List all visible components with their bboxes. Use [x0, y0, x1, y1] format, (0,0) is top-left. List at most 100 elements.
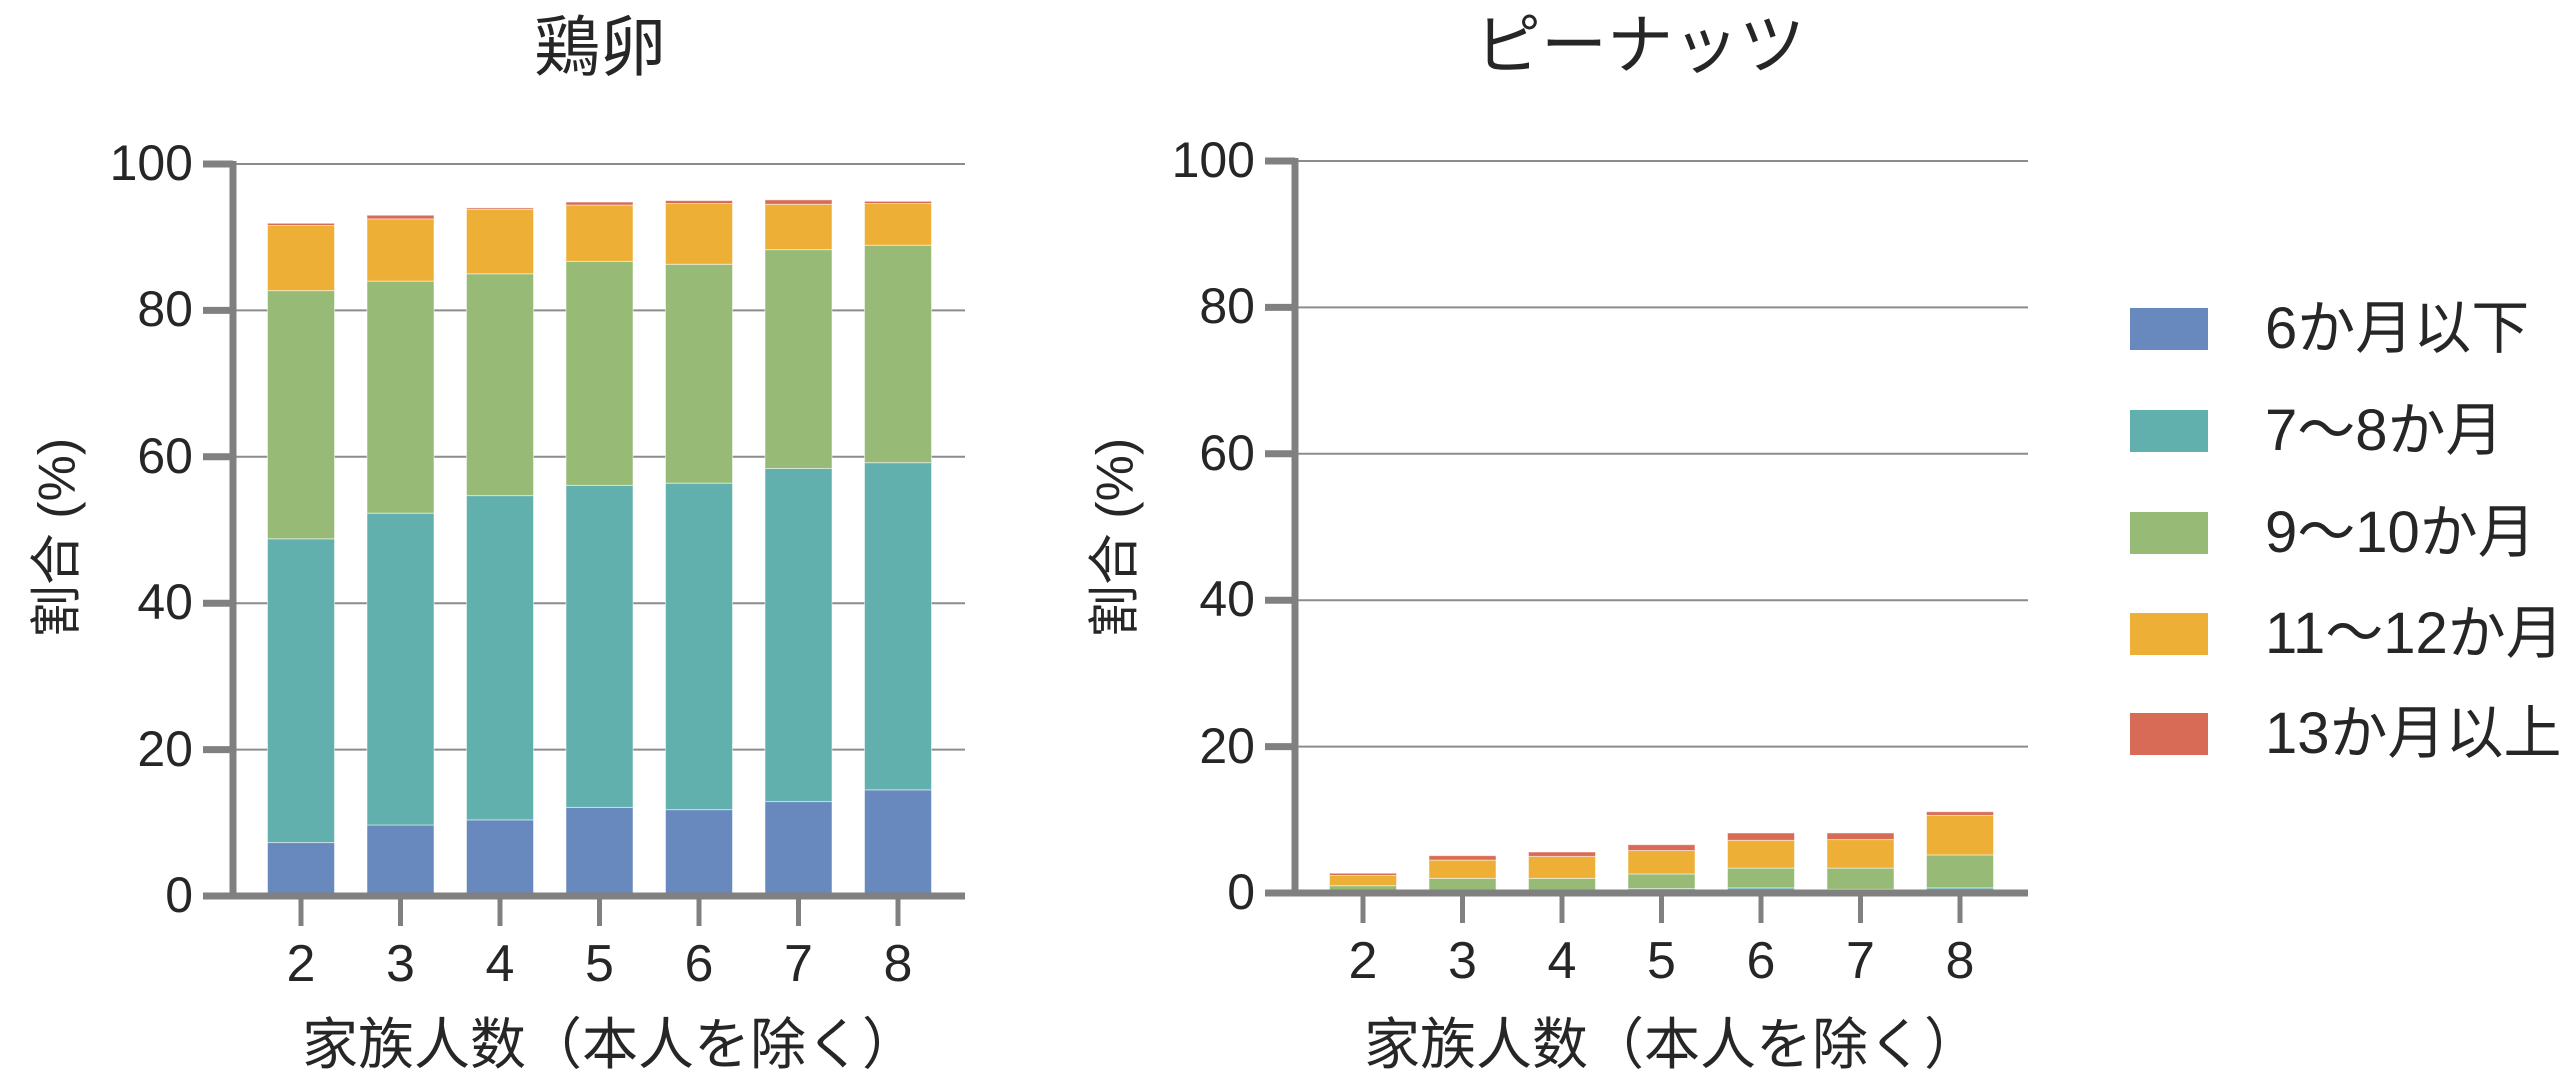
bar-segment [665, 200, 733, 205]
bar-segment [764, 199, 833, 205]
legend-label: 9～10か月 [2265, 500, 2536, 565]
bar-segment [1727, 867, 1795, 889]
legend-label: 6か月以下 [2265, 296, 2530, 361]
y-tick-label: 0 [1227, 864, 1255, 920]
legend-swatch-9-10m [2130, 512, 2208, 554]
x-tick-label: 6 [1746, 932, 1776, 990]
bar-segment [267, 290, 335, 540]
bar-segment [1926, 854, 1994, 889]
bar-segment [1627, 844, 1696, 852]
legend-item: 7～8か月 [2130, 398, 2570, 463]
x-tick-label: 6 [684, 935, 714, 993]
x-tick-label: 4 [485, 935, 515, 993]
bar-segment [864, 200, 932, 205]
bar-segment [764, 801, 833, 897]
bar-segment [466, 819, 534, 897]
bar-segment [1428, 859, 1497, 879]
bar-segment [1627, 850, 1696, 875]
bar-segment [366, 218, 435, 282]
x-axis-label: 家族人数（本人を除く） [1364, 1013, 1980, 1076]
x-tick-label: 5 [1647, 932, 1676, 990]
y-tick-label: 80 [137, 281, 193, 338]
x-tick-label: 3 [1448, 932, 1477, 990]
bar-segment [764, 249, 833, 470]
legend-item: 11～12か月 [2130, 601, 2570, 666]
bar-segment [665, 482, 733, 811]
bar-segment [565, 201, 634, 206]
x-tick-label: 7 [1846, 932, 1875, 990]
legend-swatch-13m-or-more [2130, 713, 2208, 755]
bar-segment [466, 207, 534, 210]
bar-segment [466, 208, 534, 275]
bar-segment [1826, 867, 1895, 890]
bar-segment [466, 273, 534, 497]
bar-segment [864, 203, 932, 246]
legend-label: 13か月以上 [2265, 701, 2562, 766]
x-tick-label: 4 [1547, 932, 1577, 990]
plot-area [203, 160, 965, 926]
plot-area [1265, 157, 2028, 923]
bar-segment [864, 244, 932, 464]
bar-segment [565, 204, 634, 262]
bar-segment [565, 484, 634, 808]
bar-segment [665, 203, 733, 265]
y-tick-label: 100 [1171, 132, 1255, 188]
bar-segment [1627, 873, 1696, 890]
y-tick-label: 20 [1199, 717, 1255, 774]
x-tick-label: 3 [386, 935, 415, 993]
bar-segment [764, 203, 833, 251]
bar-segment [1926, 814, 1994, 856]
y-tick-label: 60 [137, 427, 193, 484]
bar-segment [665, 809, 733, 897]
legend-item: 9～10か月 [2130, 500, 2570, 565]
y-tick-label: 20 [137, 720, 193, 777]
legend-swatch-7-8m [2130, 410, 2208, 452]
y-tick-label: 0 [165, 867, 193, 923]
x-tick-label: 5 [585, 935, 614, 993]
bar-segment [864, 789, 932, 897]
bar-segment [1428, 855, 1497, 861]
bar-segment [267, 224, 335, 292]
y-tick-label: 80 [1199, 278, 1255, 335]
y-tick-label: 100 [109, 135, 193, 191]
x-tick-label: 8 [883, 935, 913, 993]
bar-segment [1727, 832, 1795, 841]
legend-swatch-11-12m [2130, 613, 2208, 655]
x-tick-label: 2 [1348, 932, 1378, 990]
legend-label: 7～8か月 [2265, 398, 2504, 463]
bar-segment [1926, 811, 1994, 816]
bar-segment [1329, 874, 1397, 887]
bar-segment [1727, 839, 1795, 869]
bar-segment [366, 824, 435, 897]
y-tick-label: 40 [1199, 571, 1255, 628]
bar-segment [366, 280, 435, 514]
x-tick-label: 8 [1945, 932, 1975, 990]
bar-segment [466, 495, 534, 821]
x-axis-label: 家族人数（本人を除く） [302, 1013, 918, 1076]
bar-segment [1329, 872, 1397, 876]
legend-item: 6か月以下 [2130, 296, 2570, 361]
legend-swatch-6m-or-less [2130, 308, 2208, 350]
chart-title: ピーナッツ [1475, 8, 1805, 82]
bar-segment [764, 468, 833, 803]
legend-item: 13か月以上 [2130, 701, 2570, 766]
bar-segment [267, 842, 335, 897]
bar-segment [665, 263, 733, 484]
chart-title: 鶏卵 [534, 10, 666, 84]
legend-label: 11～12か月 [2265, 601, 2564, 666]
bar-segment [864, 462, 932, 791]
bar-segment [1826, 839, 1895, 869]
x-tick-label: 2 [286, 935, 316, 993]
bar-segment [1528, 851, 1596, 857]
bar-segment [366, 512, 435, 826]
bar-segment [565, 806, 634, 897]
bar-segment [1826, 832, 1895, 841]
y-tick-label: 60 [1199, 424, 1255, 481]
bar-segment [366, 214, 435, 220]
bar-segment [1528, 855, 1596, 879]
bar-segment [565, 260, 634, 486]
bar-segment [267, 222, 335, 226]
bar-segment [267, 538, 335, 844]
x-tick-label: 7 [784, 935, 813, 993]
